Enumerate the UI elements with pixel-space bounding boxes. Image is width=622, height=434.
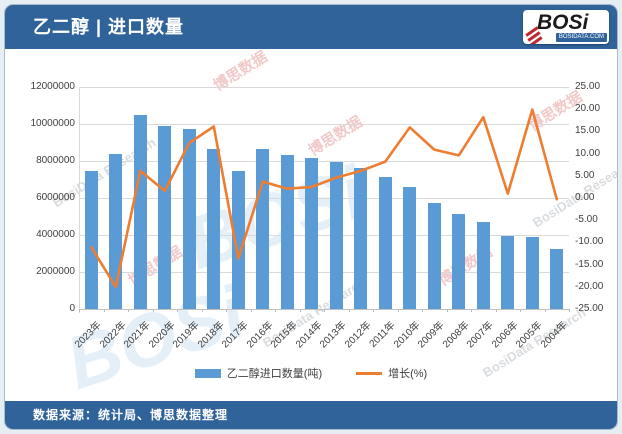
- x-axis-tick: [226, 309, 227, 312]
- bar-2010年: [403, 186, 417, 309]
- x-axis-tick: [471, 309, 472, 312]
- page-title: 乙二醇 | 进口数量: [33, 17, 185, 37]
- right-axis-tick-label: -25.00: [575, 303, 604, 314]
- x-axis-tick: [128, 309, 129, 312]
- bar-2006年: [501, 235, 515, 309]
- growth-line: [90, 108, 559, 289]
- legend-item-line-series: 增长(%): [356, 365, 427, 381]
- gridline: [79, 198, 569, 199]
- x-axis-tick: [177, 309, 178, 312]
- right-axis-tick-label: -5.00: [575, 214, 598, 226]
- right-axis-tick-label: 5.00: [575, 169, 595, 181]
- bar-2009年: [427, 203, 441, 309]
- right-axis-tick-label: 15.00: [575, 125, 601, 137]
- x-axis-tick: [299, 309, 301, 312]
- bosi-logo-text: BOSi: [537, 11, 589, 34]
- left-axis-tick-label: 6000000: [36, 192, 75, 203]
- x-axis-tick: [520, 309, 521, 312]
- chart-legend: 乙二醇进口数量(吨) 增长(%): [5, 365, 617, 381]
- bar-2004年: [550, 248, 564, 309]
- right-axis-tick-label: -10.00: [575, 236, 604, 248]
- bar-2018年: [207, 148, 221, 309]
- x-axis-tick: [446, 309, 448, 312]
- right-axis-tick-label: 10.00: [575, 147, 601, 159]
- bar-2019年: [182, 128, 196, 309]
- right-axis-tick-label: 25.00: [575, 81, 601, 92]
- bar-2021年: [133, 114, 147, 309]
- bar-2013年: [329, 161, 343, 309]
- x-axis-tick: [422, 309, 423, 312]
- bar-2017年: [231, 170, 245, 309]
- bosi-logo: BOSi BOSIDATA.COM: [523, 10, 609, 44]
- header-bar: 乙二醇 | 进口数量 BOSi BOSIDATA.COM: [5, 5, 617, 49]
- logo-domain: BOSIDATA.COM: [555, 33, 607, 42]
- left-axis-tick-label: 0: [69, 303, 75, 314]
- bar-series-label: 乙二醇进口数量(吨): [226, 368, 323, 380]
- bar-series-swatch-icon: [194, 368, 221, 378]
- legend-item-bar-series: 乙二醇进口数量(吨): [194, 365, 323, 381]
- x-axis-tick: [569, 309, 570, 312]
- left-axis-tick-label: 8000000: [36, 155, 75, 166]
- bar-2014年: [305, 158, 319, 309]
- left-axis-tick-label: 10000000: [30, 118, 76, 129]
- x-axis-tick: [79, 309, 80, 312]
- bar-2007年: [476, 222, 490, 309]
- x-axis-tick: [275, 309, 276, 312]
- line-series-label: 增长(%): [388, 368, 428, 380]
- x-axis-tick: [373, 309, 374, 312]
- footer-bar: 数据来源：统计局、博思数据整理: [5, 401, 617, 429]
- x-axis-tick: [250, 309, 252, 312]
- bar-2005年: [525, 236, 539, 309]
- bar-2008年: [452, 213, 466, 309]
- left-axis-tick-label: 4000000: [36, 229, 75, 240]
- chart-card: 乙二醇 | 进口数量 BOSi BOSIDATA.COM 博思数据 博思数据 博思数…: [4, 4, 618, 430]
- bar-2012年: [354, 168, 368, 309]
- left-axis-tick-label: 12000000: [30, 81, 76, 92]
- gridline: [79, 124, 569, 125]
- right-axis-tick-label: -15.00: [575, 258, 604, 270]
- x-axis-tick: [324, 309, 325, 312]
- gridline: [79, 87, 569, 88]
- x-axis-tick: [348, 309, 350, 312]
- x-axis-tick: [544, 309, 546, 312]
- x-axis-tick: [103, 309, 105, 312]
- right-axis-tick-label: -20.00: [575, 280, 604, 292]
- bar-2011年: [378, 176, 392, 309]
- gridline: [79, 272, 569, 273]
- right-axis-tick-label: 0.00: [575, 192, 595, 203]
- bar-2015年: [280, 155, 294, 309]
- left-axis-line: [79, 87, 80, 313]
- x-axis-tick: [397, 309, 399, 312]
- x-axis-tick: [495, 309, 497, 312]
- line-series-swatch-icon: [356, 371, 383, 375]
- gridline: [79, 235, 569, 236]
- data-source-note: 数据来源：统计局、博思数据整理: [33, 408, 229, 422]
- right-axis-tick-label: 20.00: [575, 103, 601, 115]
- bar-2020年: [158, 126, 172, 309]
- gridline: [79, 161, 569, 162]
- x-axis-tick: [152, 309, 154, 312]
- left-axis-tick-label: 2000000: [36, 266, 75, 277]
- x-axis-tick: [201, 309, 203, 312]
- bar-2023年: [84, 170, 98, 309]
